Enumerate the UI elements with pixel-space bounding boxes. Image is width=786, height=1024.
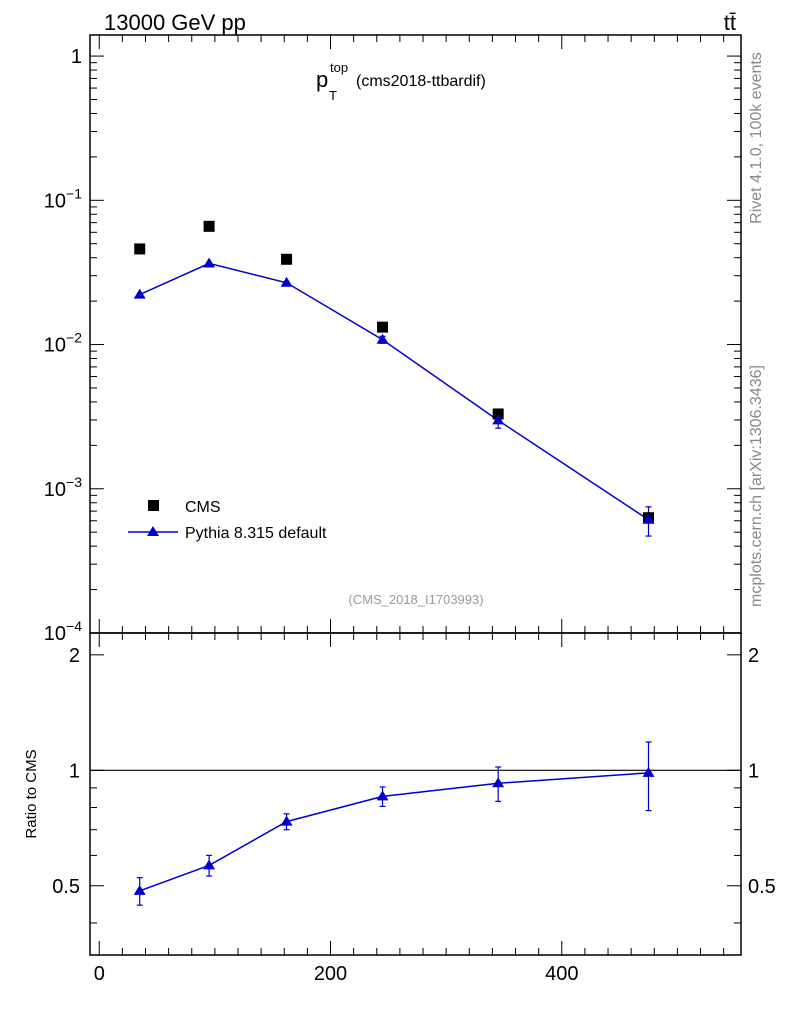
chart-title: p top T (cms2018-ttbardif) xyxy=(316,60,486,103)
watermark: (CMS_2018_I1703993) xyxy=(348,592,483,607)
cms-point xyxy=(377,321,389,333)
process-label: tt̄ xyxy=(724,10,736,35)
ratio-ylabel: Ratio to CMS xyxy=(23,749,40,838)
ratio-x-ticks xyxy=(98,633,725,955)
main-y-tick-labels: 1 10−1 10−2 10−3 10−4 xyxy=(44,46,82,645)
beam-label: 13000 GeV pp xyxy=(104,10,246,35)
main-ytick-label: 1 xyxy=(71,46,82,68)
main-panel: 1 10−1 10−2 10−3 10−4 xyxy=(44,34,742,645)
mc-point xyxy=(133,288,146,299)
mc-point xyxy=(376,333,389,344)
legend-pythia-marker xyxy=(147,526,159,536)
cms-point xyxy=(492,408,504,420)
legend-pythia-label: Pythia 8.315 default xyxy=(185,525,327,542)
title-rest: (cms2018-ttbardif) xyxy=(356,73,486,90)
rivet-label: Rivet 4.1.0, 100k events xyxy=(748,52,765,224)
main-frame xyxy=(89,34,742,634)
ratio-ytick-label-left: 1 xyxy=(69,760,80,782)
main-ytick-label: 10−1 xyxy=(44,185,82,212)
mcplots-label: mcplots.cern.ch [arXiv:1306.3436] xyxy=(748,365,765,607)
legend-cms-marker xyxy=(148,500,159,511)
ratio-ytick-label-left: 0.5 xyxy=(52,876,80,898)
ratio-y-ticks xyxy=(90,654,741,924)
mc-point xyxy=(642,513,655,524)
title-sup: top xyxy=(330,60,348,75)
ratio-ytick-label-right: 1 xyxy=(748,760,759,782)
ratio-ytick-label-right: 2 xyxy=(748,645,759,667)
ratio-point xyxy=(203,859,216,870)
ratio-y-tick-labels: 2 2 1 1 0.5 0.5 xyxy=(52,645,776,898)
cms-point xyxy=(281,253,293,265)
ratio-point xyxy=(492,777,505,788)
legend-cms-label: CMS xyxy=(185,499,221,516)
cms-point xyxy=(203,220,215,232)
ratio-frame xyxy=(89,632,742,956)
mc-point xyxy=(280,276,293,287)
x-tick-label: 200 xyxy=(314,963,347,985)
ratio-point xyxy=(280,815,293,826)
mc-point xyxy=(203,257,216,268)
ratio-panel: 2 2 1 1 0.5 0.5 Ratio to CMS xyxy=(23,632,776,956)
main-marks xyxy=(133,220,655,537)
title-sub: T xyxy=(329,88,337,103)
mc-point xyxy=(492,414,505,425)
main-ytick-label: 10−3 xyxy=(44,474,82,501)
ratio-point xyxy=(642,766,655,777)
main-x-ticks xyxy=(98,35,725,633)
ratio-marks xyxy=(90,741,741,906)
cms-point xyxy=(134,243,146,255)
ratio-ytick-label-right: 0.5 xyxy=(748,876,776,898)
legend: CMS Pythia 8.315 default xyxy=(128,499,327,542)
main-ytick-label: 10−2 xyxy=(44,330,82,357)
ratio-point xyxy=(376,790,389,801)
x-tick-label: 0 xyxy=(94,963,105,985)
ratio-point xyxy=(133,884,146,895)
x-tick-label: 400 xyxy=(545,963,578,985)
x-tick-labels: 0 200 400 xyxy=(94,963,579,985)
mc-line xyxy=(139,262,649,521)
title-main: p xyxy=(316,67,328,92)
ratio-line xyxy=(139,772,649,892)
main-y-ticks xyxy=(90,55,741,634)
ratio-ytick-label-left: 2 xyxy=(69,645,80,667)
main-ytick-label: 10−4 xyxy=(44,618,82,645)
